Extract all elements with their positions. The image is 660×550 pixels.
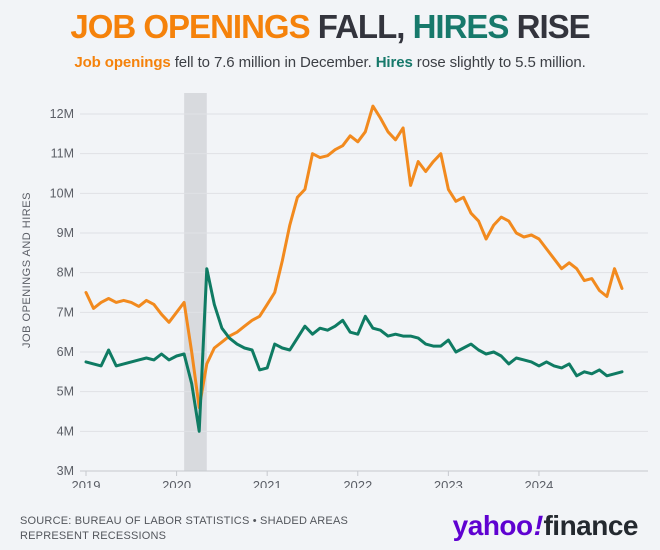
logo-yahoo-text: yahoo	[452, 510, 533, 541]
y-tick-label: 10M	[50, 186, 74, 200]
chart-svg: 3M 4M 5M 6M 7M 8M 9M 10M 11M 12M 2019 2020 2021 2022 2…	[21, 93, 648, 493]
subtitle-job-openings: Job openings	[74, 53, 171, 71]
subtitle-text-2: rose slightly to 5.5 million.	[412, 53, 586, 71]
y-tick-label: 4M	[57, 424, 74, 438]
y-tick-label: 11M	[51, 147, 74, 161]
title-job-openings: JOB OPENINGS	[70, 8, 318, 45]
x-tick-label: 2020	[162, 478, 191, 488]
y-tick-label: 9M	[57, 226, 74, 240]
hires-line	[84, 267, 624, 433]
title-rise: RISE	[516, 8, 591, 45]
logo-finance-text: finance	[543, 510, 638, 541]
x-tick-label: 2023	[434, 478, 463, 488]
chart-area: 3M 4M 5M 6M 7M 8M 9M 10M 11M 12M 2019 2020 2021 2022 2…	[0, 88, 660, 493]
x-tick-label: 2019	[72, 478, 101, 488]
title-hires: HIRES	[412, 8, 517, 45]
x-tick-label: 2021	[253, 478, 282, 488]
title-fall: FALL,	[317, 8, 413, 45]
x-tick-label: 2024	[524, 478, 553, 488]
y-tick-label: 12M	[50, 107, 74, 121]
y-tick-label: 3M	[57, 464, 74, 478]
y-tick-label: 6M	[57, 345, 74, 359]
source-line-2: REPRESENT RECESSIONS	[20, 530, 167, 542]
job-openings-line	[84, 104, 624, 409]
subtitle-text-1: fell to 7.6 million in December.	[170, 53, 376, 71]
x-tick-label: 2022	[343, 478, 372, 488]
yahoo-finance-logo: yahoo!finance	[452, 510, 639, 542]
subtitle-hires: Hires	[375, 53, 413, 71]
source-line-1: SOURCE: BUREAU OF LABOR STATISTICS • SHA…	[20, 515, 349, 527]
source-note: SOURCE: BUREAU OF LABOR STATISTICS • SHA…	[20, 514, 360, 544]
footer: SOURCE: BUREAU OF LABOR STATISTICS • SHA…	[0, 508, 660, 550]
subtitle: Job openings fell to 7.6 million in Dece…	[0, 54, 660, 71]
y-tick-label: 5M	[57, 385, 74, 399]
header: JOB OPENINGS FALL, HIRES RISE Job openin…	[0, 8, 660, 71]
y-tick-label: 8M	[57, 266, 74, 280]
y-axis-title: JOB OPENINGS AND HIRES	[21, 192, 33, 348]
y-tick-label: 7M	[57, 305, 74, 319]
page-title: JOB OPENINGS FALL, HIRES RISE	[0, 8, 660, 45]
